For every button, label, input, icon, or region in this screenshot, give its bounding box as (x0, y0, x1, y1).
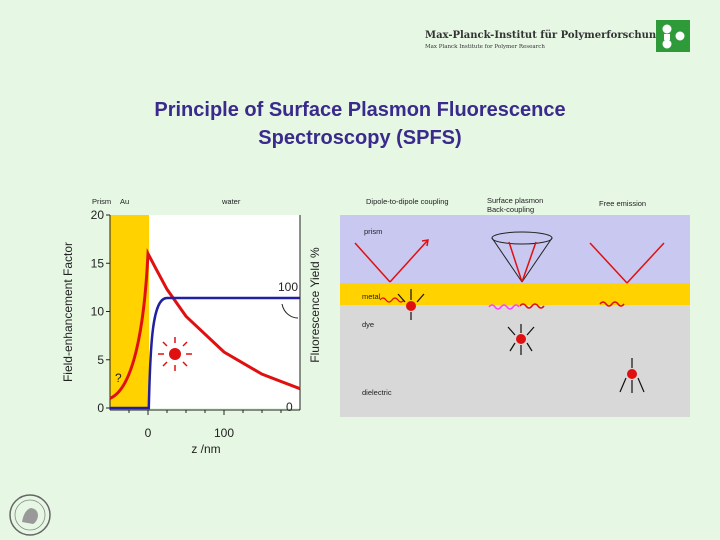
x-axis-title: z /nm (191, 442, 220, 456)
x-tick-label: 100 (214, 426, 234, 440)
x-axis-ticks: 0 100 (128, 410, 282, 440)
region-label-water: water (221, 197, 241, 206)
sp-backcoupling-panel (488, 231, 553, 355)
prism-layer (340, 215, 690, 283)
field-enhancement-curve (109, 248, 301, 400)
yield-annotation-arrow (281, 303, 299, 319)
right-axis-title: Fluorescence Yield % (308, 247, 322, 363)
schematic: Dipole-to-dipole coupling Surface plasmo… (340, 196, 690, 417)
right-tick-0: 0 (286, 400, 293, 414)
header-sp-backcoupling: Surface plasmon Back-coupling (487, 196, 543, 214)
layer-label-metal: metal (362, 292, 381, 301)
free-emission-panel (589, 242, 665, 393)
page-title: Principle of Surface Plasmon Fluorescenc… (60, 96, 660, 152)
dye-emitter-icon (158, 337, 192, 371)
question-mark-label: ? (115, 371, 122, 385)
title-line-2: Spectroscopy (SPFS) (258, 127, 462, 149)
left-axis-ticks: 20 15 10 5 0 (91, 208, 110, 415)
layer-label-dye: dye (362, 320, 374, 329)
left-tick-label: 10 (91, 305, 105, 319)
left-tick-label: 0 (97, 401, 104, 415)
left-tick-label: 5 (97, 353, 104, 367)
dipole-coupling-dye (397, 289, 425, 320)
header-free-emission: Free emission (599, 199, 646, 208)
left-tick-label: 20 (91, 208, 105, 222)
layer-label-dielectric: dielectric (362, 388, 392, 397)
metal-layer (340, 283, 690, 305)
max-planck-seal-icon (9, 494, 51, 536)
institute-logo-icon (656, 20, 690, 52)
institute-name: Max-Planck-Institut für Polymerforschung (425, 30, 664, 41)
right-tick-100: 100 (278, 280, 298, 294)
region-label-gold: Au (120, 197, 129, 206)
x-tick-label: 0 (145, 426, 152, 440)
header-dipole-coupling: Dipole-to-dipole coupling (366, 197, 449, 206)
layer-label-prism: prism (364, 227, 382, 236)
dielectric-layer (340, 305, 690, 417)
left-axis-title: Field-enhancement Factor (61, 242, 75, 382)
fluorescence-yield-curve (110, 296, 300, 410)
institute-subtitle: Max Planck Institute for Polymer Researc… (425, 44, 545, 50)
region-label-prism: Prism (92, 197, 111, 206)
title-line-1: Principle of Surface Plasmon Fluorescenc… (154, 99, 566, 121)
dipole-coupling-panel (354, 239, 429, 303)
left-tick-label: 15 (91, 256, 105, 270)
plot-area: 20 15 10 5 0 0 100 Prism Au water Field-enhan… (61, 197, 322, 456)
